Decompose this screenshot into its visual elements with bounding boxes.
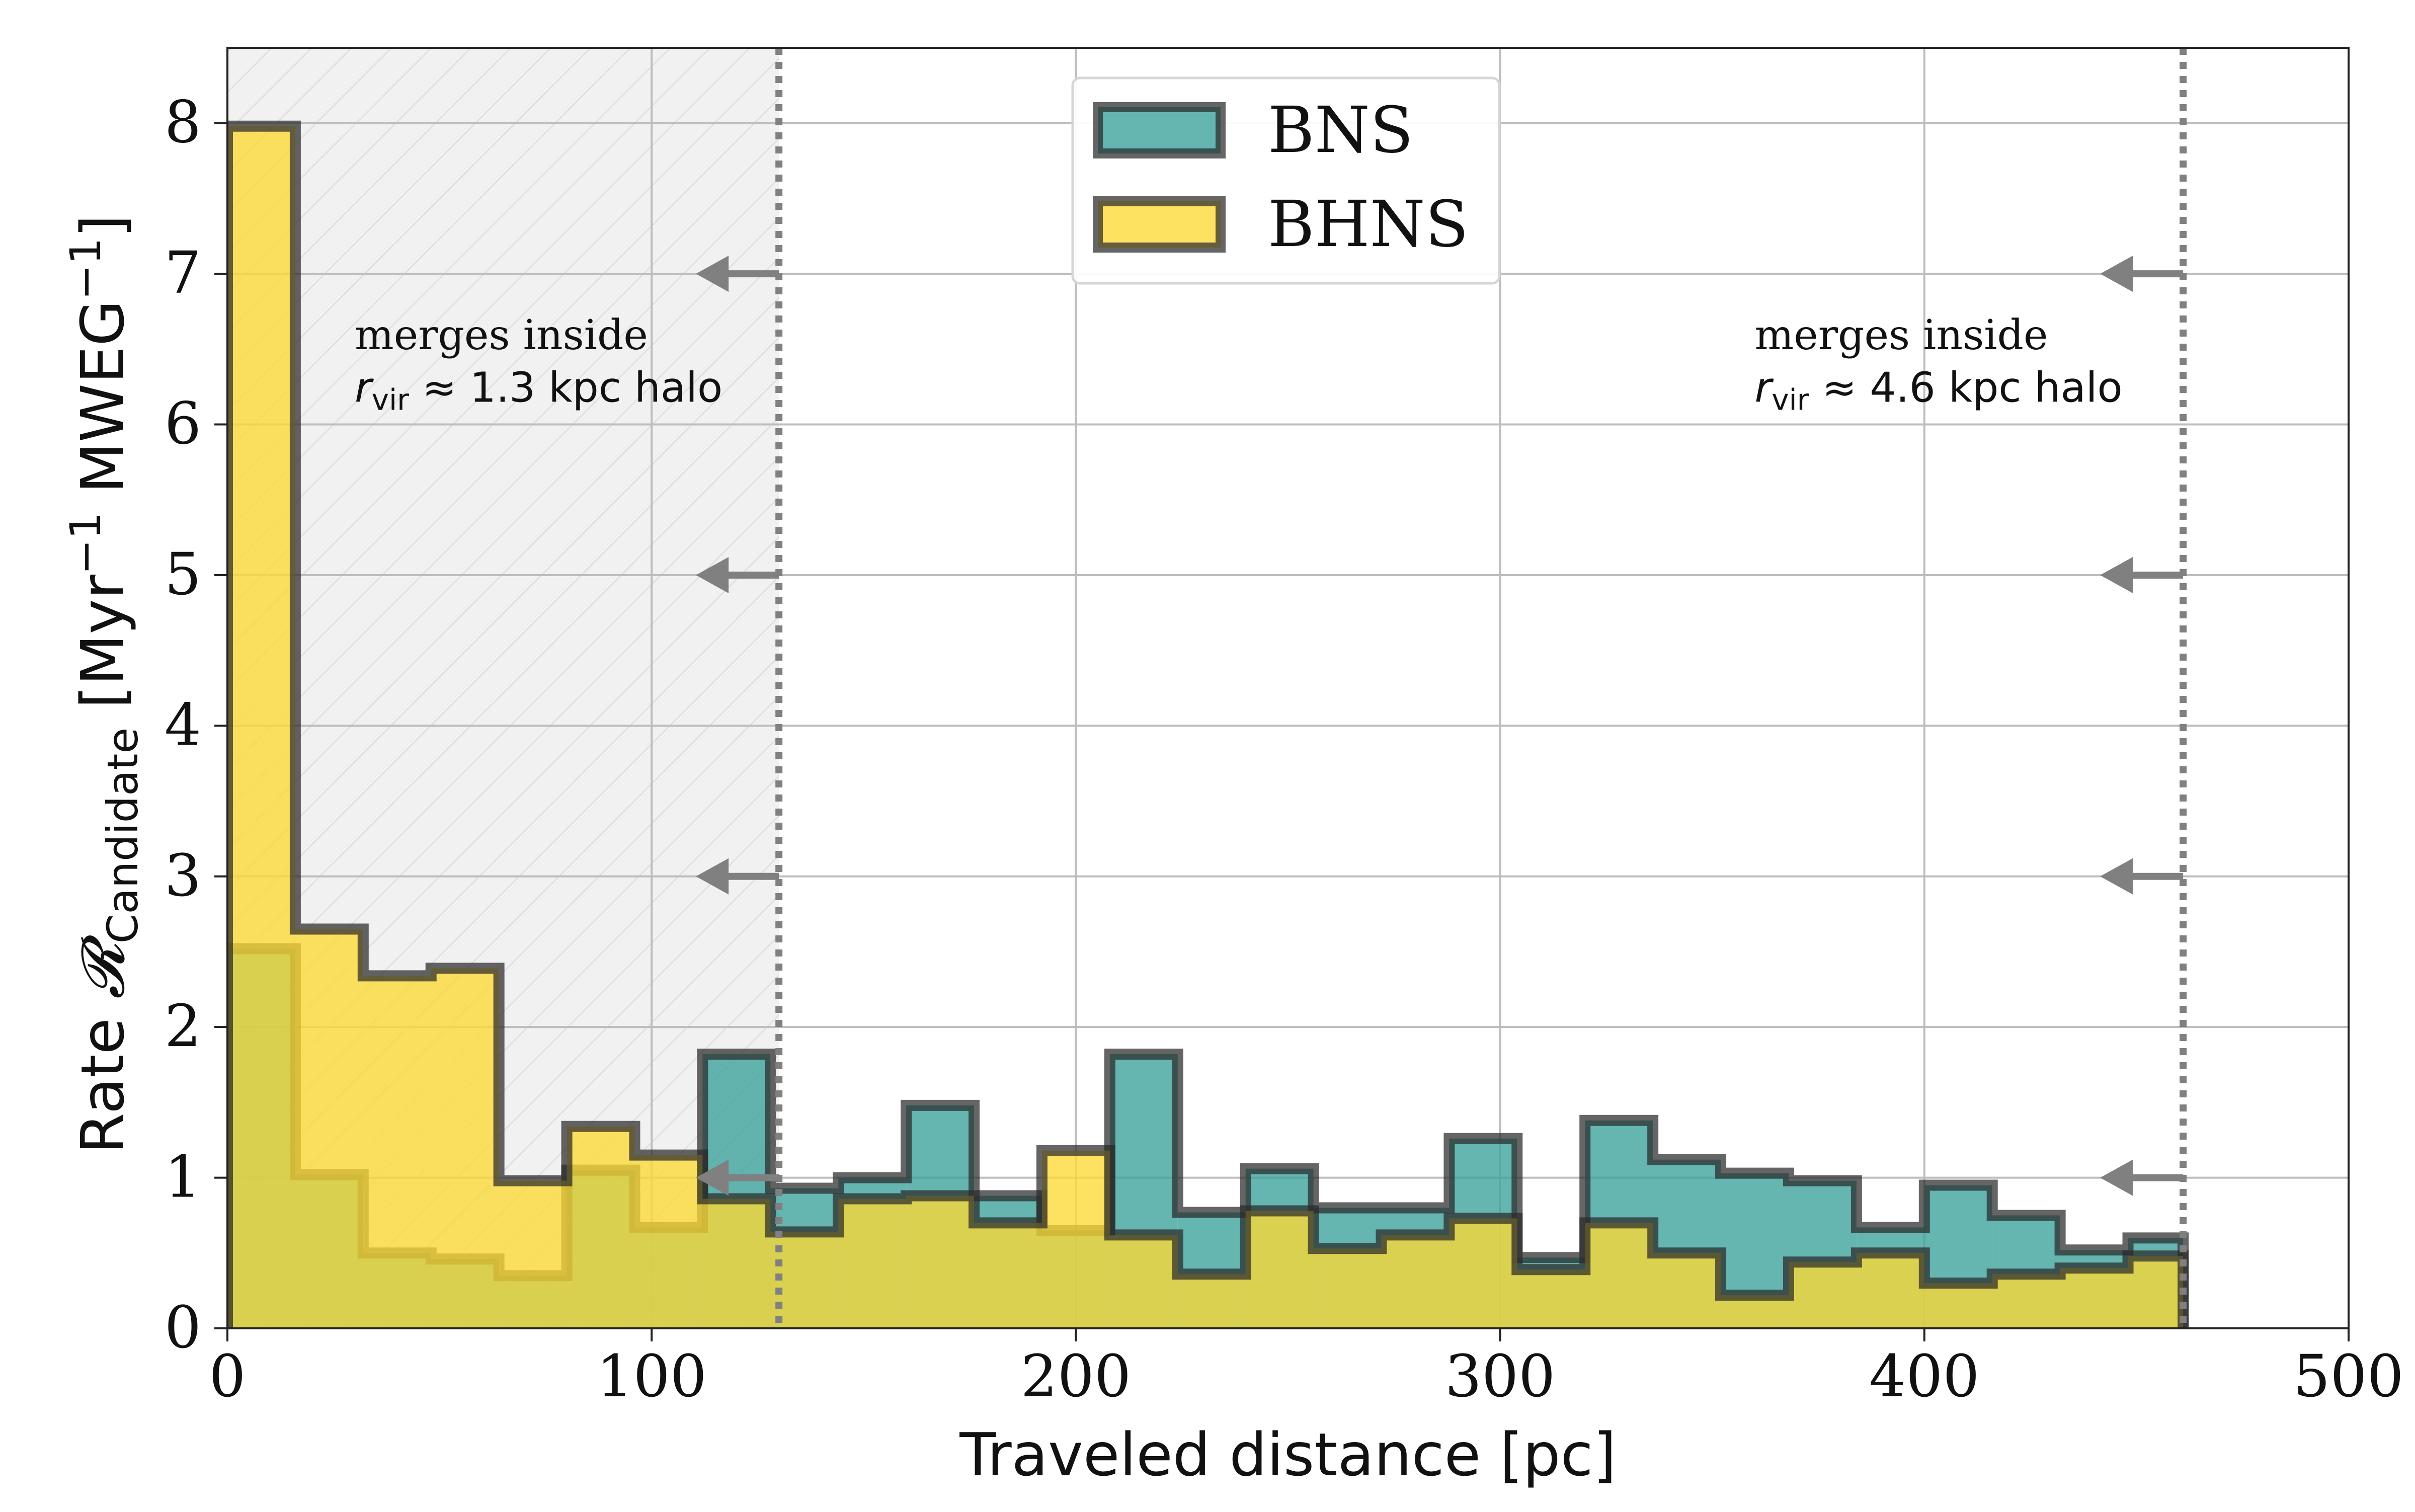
bar-bhns	[1313, 1248, 1382, 1328]
annotation-2-rest: ≈ 4.6 kpc halo	[1809, 364, 2123, 412]
annotation-1-line1: merges inside	[355, 311, 648, 359]
bar-bhns	[1585, 1223, 1653, 1328]
x-tick-label: 500	[2293, 1343, 2404, 1410]
annotations-layer: merges inside rvir ≈ 1.3 kpc halo merges…	[355, 311, 2123, 417]
left-arrow-icon	[2100, 556, 2184, 593]
y-tick-label: 2	[165, 993, 201, 1060]
left-arrow-icon	[696, 858, 779, 895]
arrow-head	[2100, 1159, 2133, 1196]
left-arrow-icon	[696, 1159, 779, 1196]
bars-layer	[227, 120, 2189, 1328]
bar-bhns	[227, 126, 295, 1328]
bar-bhns	[1992, 1274, 2060, 1328]
annotation-2-sub: vir	[1772, 383, 1809, 417]
left-arrow-icon	[2100, 256, 2184, 292]
annotation-2-r: r	[1755, 364, 1774, 412]
bar-bhns	[1449, 1218, 1517, 1328]
bar-bhns	[295, 929, 363, 1328]
x-tick-label: 300	[1445, 1343, 1556, 1410]
y-title-prefix: Rate	[68, 999, 137, 1154]
bar-bhns	[1177, 1274, 1246, 1328]
arrow-head	[696, 858, 729, 895]
arrow-head	[2100, 556, 2133, 593]
markers-layer	[696, 48, 2187, 1328]
bar-bhns	[1041, 1150, 1110, 1328]
annotation-1-line2: rvir ≈ 1.3 kpc halo	[355, 364, 722, 417]
bar-bhns	[838, 1199, 907, 1328]
x-axis-title: Traveled distance [pc]	[959, 1420, 1616, 1489]
bar-bhns	[2060, 1268, 2128, 1328]
y-tick-label: 5	[165, 541, 201, 608]
y-tick-label: 8	[165, 89, 201, 156]
x-tick-label: 0	[209, 1343, 246, 1410]
annotation-1-r: r	[355, 364, 374, 412]
x-tick-label: 100	[596, 1343, 707, 1410]
left-arrow-icon	[2100, 858, 2184, 895]
arrow-head	[696, 1159, 729, 1196]
y-title-sup2: −1	[61, 237, 110, 300]
bar-bhns	[1109, 1235, 1178, 1328]
bar-bhns	[1788, 1262, 1857, 1328]
left-arrow-icon	[2100, 1159, 2184, 1196]
y-tick-label: 6	[165, 390, 201, 458]
y-title-mid: MWEG	[68, 300, 137, 512]
bar-bhns	[974, 1223, 1042, 1328]
annotation-2-line2: rvir ≈ 4.6 kpc halo	[1755, 364, 2123, 417]
y-tick-label: 3	[165, 842, 201, 910]
bar-bhns	[1381, 1235, 1450, 1328]
bar-bhns	[1924, 1283, 1992, 1328]
y-title-script-r: 𝓡	[68, 934, 137, 999]
left-arrow-icon	[696, 556, 779, 593]
legend-label-bhns: BHNS	[1268, 187, 1469, 261]
y-title-sup1: −1	[61, 512, 110, 575]
left-arrow-icon	[696, 256, 779, 292]
arrow-head	[696, 256, 729, 292]
y-title-bracket-close: ]	[68, 214, 137, 237]
y-tick-label: 1	[165, 1144, 201, 1211]
bar-bhns	[1517, 1269, 1585, 1328]
arrow-head	[2100, 858, 2133, 895]
bar-bhns	[1245, 1211, 1314, 1328]
y-axis-title: Rate 𝓡Candidate [Myr−1 MWEG−1]	[61, 214, 147, 1154]
bar-bhns	[1856, 1253, 1924, 1328]
bar-bhns	[906, 1196, 975, 1328]
annotation-2-line1: merges inside	[1755, 311, 2048, 359]
y-tick-label: 7	[165, 240, 201, 307]
y-title-bracket-open: [Myr	[68, 575, 137, 728]
legend: BNS BHNS	[1071, 76, 1501, 285]
x-tick-label: 400	[1869, 1343, 1980, 1410]
arrow-head	[696, 556, 729, 593]
outline-bhns	[227, 120, 2189, 1328]
x-tick-label: 200	[1021, 1343, 1132, 1410]
y-tick-label: 0	[165, 1294, 201, 1362]
legend-swatch-bhns	[1093, 196, 1226, 253]
bar-bhns	[634, 1155, 703, 1328]
y-tick-label: 4	[165, 691, 201, 759]
annotation-1-rest: ≈ 1.3 kpc halo	[409, 364, 722, 412]
series-bhns	[227, 120, 2189, 1328]
bar-bhns	[431, 968, 499, 1328]
y-title-sub: Candidate	[98, 728, 147, 943]
bar-bhns	[702, 1199, 771, 1328]
bar-bhns	[1653, 1253, 1721, 1328]
legend-swatch-bns	[1093, 102, 1226, 158]
annotation-1-sub: vir	[372, 383, 409, 417]
plot-frame	[226, 47, 2350, 1329]
axes-layer: 0 100 200 300 400 500 0 1 2 3 4 5 6 7 8	[165, 47, 2404, 1410]
legend-label-bns: BNS	[1268, 93, 1413, 167]
bar-bhns	[499, 1180, 567, 1328]
bar-bhns	[567, 1126, 635, 1328]
arrow-head	[2100, 256, 2133, 292]
bar-bhns	[363, 976, 431, 1328]
bar-bhns	[2128, 1256, 2184, 1328]
